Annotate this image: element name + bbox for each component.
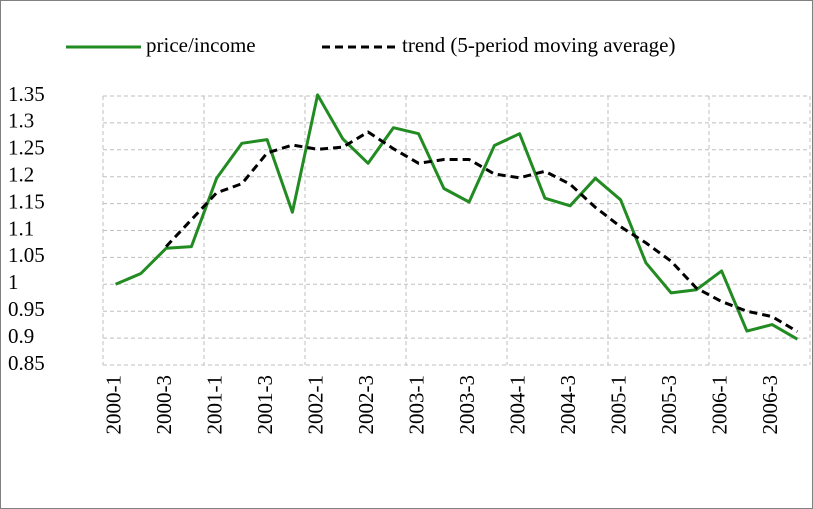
x-tick-label: 2006-3: [758, 375, 782, 435]
y-tick-label: 1.05: [8, 243, 45, 267]
x-tick-label: 2004-3: [556, 375, 580, 435]
x-tick-label: 2006-1: [707, 375, 731, 435]
x-tick-label: 2003-1: [404, 375, 428, 435]
x-tick-label: 2000-3: [152, 375, 176, 435]
x-tick-label: 2005-1: [606, 375, 630, 435]
y-tick-label: 1: [8, 270, 19, 294]
x-tick-label: 2001-3: [253, 375, 277, 435]
y-tick-label: 1.2: [8, 163, 34, 187]
y-tick-label: 1.3: [8, 109, 34, 133]
y-tick-label: 1.25: [8, 136, 45, 160]
series-line: [115, 93, 799, 341]
y-tick-label: 1.35: [8, 82, 45, 106]
x-tick-label: 2004-1: [505, 375, 529, 435]
series-line: [165, 130, 799, 333]
x-tick-label: 2005-3: [657, 375, 681, 435]
x-tick-label: 2002-3: [354, 375, 378, 435]
x-tick-label: 2002-1: [303, 375, 327, 435]
x-tick-label: 2003-3: [455, 375, 479, 435]
y-tick-label: 0.9: [8, 324, 34, 348]
y-tick-label: 0.95: [8, 297, 45, 321]
y-tick-label: 1.1: [8, 216, 34, 240]
y-tick-label: 0.85: [8, 351, 45, 375]
x-tick-label: 2000-1: [101, 375, 125, 435]
legend-label: price/income: [146, 33, 256, 57]
legend-label: trend (5-period moving average): [402, 33, 675, 57]
x-tick-label: 2001-1: [202, 375, 226, 435]
y-tick-label: 1.15: [8, 189, 45, 213]
